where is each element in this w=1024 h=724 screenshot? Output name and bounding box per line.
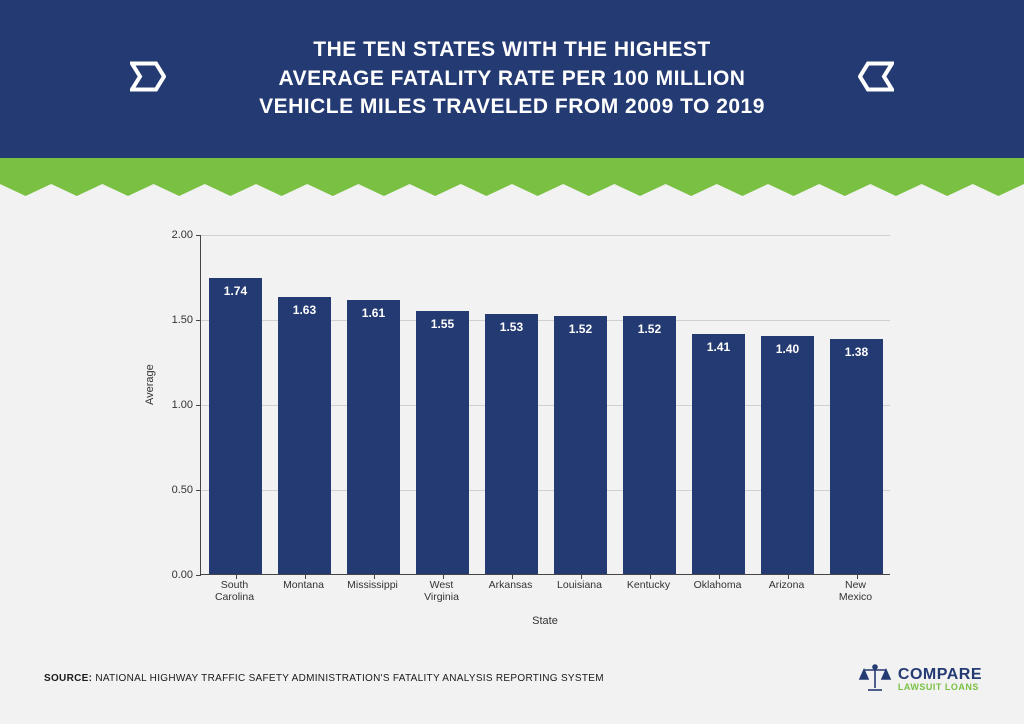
- bar-value-label: 1.63: [278, 303, 332, 317]
- bar-value-label: 1.52: [623, 322, 677, 336]
- bar: 1.55: [416, 311, 470, 575]
- category-label: NewMexico: [821, 579, 890, 603]
- bracket-right-icon: [858, 62, 894, 97]
- source-citation: SOURCE: NATIONAL HIGHWAY TRAFFIC SAFETY …: [44, 673, 604, 684]
- bar: 1.52: [554, 316, 608, 574]
- ytick-label: 0.00: [172, 569, 193, 581]
- bracket-left-icon: [130, 62, 166, 97]
- bar-value-label: 1.40: [761, 342, 815, 356]
- bar: 1.53: [485, 314, 539, 574]
- ytick-mark: [196, 235, 201, 236]
- bar-value-label: 1.53: [485, 320, 539, 334]
- logo-line-1: COMPARE: [898, 667, 982, 683]
- bar-value-label: 1.38: [830, 345, 884, 359]
- ytick-label: 1.50: [172, 314, 193, 326]
- scales-icon: [858, 664, 892, 694]
- source-label: SOURCE:: [44, 673, 92, 684]
- ytick-mark: [196, 490, 201, 491]
- category-label: Mississippi: [338, 579, 407, 591]
- bar-value-label: 1.74: [209, 284, 263, 298]
- ytick-label: 1.00: [172, 399, 193, 411]
- header-banner: THE TEN STATES WITH THE HIGHEST AVERAGE …: [0, 0, 1024, 158]
- ytick-label: 2.00: [172, 229, 193, 241]
- bar: 1.61: [347, 300, 401, 574]
- chart-title: THE TEN STATES WITH THE HIGHEST AVERAGE …: [259, 36, 765, 121]
- bar: 1.40: [761, 336, 815, 574]
- category-label: WestVirginia: [407, 579, 476, 603]
- bar: 1.74: [209, 278, 263, 574]
- logo-line-2: LAWSUIT LOANS: [898, 683, 982, 692]
- bar: 1.41: [692, 334, 746, 574]
- category-label: Montana: [269, 579, 338, 591]
- category-label: Arizona: [752, 579, 821, 591]
- gridline: [201, 235, 890, 236]
- x-axis-label: State: [200, 615, 890, 627]
- category-label: Oklahoma: [683, 579, 752, 591]
- title-line-1: THE TEN STATES WITH THE HIGHEST: [313, 38, 710, 61]
- category-label: SouthCarolina: [200, 579, 269, 603]
- bar-value-label: 1.61: [347, 306, 401, 320]
- category-label: Kentucky: [614, 579, 683, 591]
- bar-chart: Average 0.000.501.001.502.001.741.631.61…: [150, 235, 890, 615]
- category-label: Arkansas: [476, 579, 545, 591]
- y-axis-label: Average: [144, 364, 156, 405]
- bar: 1.52: [623, 316, 677, 574]
- ytick-mark: [196, 320, 201, 321]
- bar: 1.63: [278, 297, 332, 574]
- bar: 1.38: [830, 339, 884, 574]
- ytick-mark: [196, 575, 201, 576]
- bar-value-label: 1.55: [416, 317, 470, 331]
- logo-text: COMPARE LAWSUIT LOANS: [898, 667, 982, 692]
- bar-value-label: 1.41: [692, 340, 746, 354]
- zigzag-divider: [0, 158, 1024, 184]
- brand-logo: COMPARE LAWSUIT LOANS: [858, 664, 982, 694]
- plot-area: 0.000.501.001.502.001.741.631.611.551.53…: [200, 235, 890, 575]
- ytick-mark: [196, 405, 201, 406]
- title-line-2: AVERAGE FATALITY RATE PER 100 MILLION: [279, 67, 746, 90]
- bar-value-label: 1.52: [554, 322, 608, 336]
- category-label: Louisiana: [545, 579, 614, 591]
- ytick-label: 0.50: [172, 484, 193, 496]
- source-text: NATIONAL HIGHWAY TRAFFIC SAFETY ADMINIST…: [95, 673, 604, 684]
- title-line-3: VEHICLE MILES TRAVELED FROM 2009 TO 2019: [259, 95, 765, 118]
